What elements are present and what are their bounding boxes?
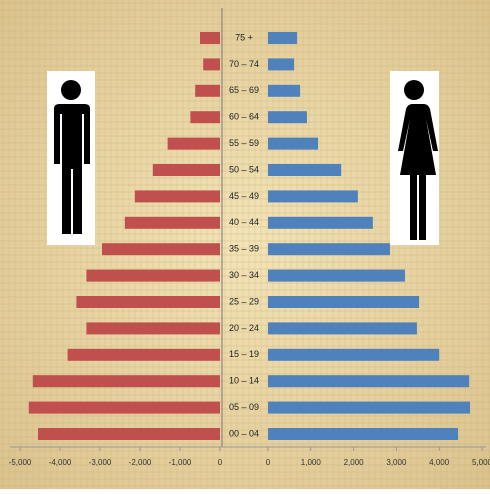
bar: [268, 269, 405, 282]
bar: [167, 137, 220, 150]
category-label: 30 – 34: [229, 270, 259, 280]
category-label: 55 – 59: [229, 138, 259, 148]
category-label: 05 – 09: [229, 402, 259, 412]
bar: [195, 84, 220, 97]
category-label: 60 – 64: [229, 112, 259, 122]
bar: [268, 190, 358, 203]
bar: [268, 375, 470, 388]
bar: [268, 32, 298, 44]
x-tick-label: -3,000: [89, 458, 112, 467]
x-tick-label: 4,000: [429, 458, 450, 467]
bar: [102, 243, 220, 256]
male-icon: [47, 71, 95, 245]
category-label: 10 – 14: [229, 376, 259, 386]
category-label: 65 – 69: [229, 85, 259, 95]
category-label: 70 – 74: [229, 59, 259, 69]
bar: [134, 190, 220, 203]
bar: [268, 296, 420, 308]
bar: [190, 111, 220, 124]
category-label: 15 – 19: [229, 349, 259, 359]
bar: [268, 243, 390, 256]
x-tick-label: 1,000: [301, 458, 322, 467]
category-label: 50 – 54: [229, 164, 259, 174]
category-label: 45 – 49: [229, 191, 259, 201]
bar: [38, 428, 220, 440]
category-label: 35 – 39: [229, 244, 259, 254]
x-tick-label: 3,000: [386, 458, 407, 467]
category-label: 25 – 29: [229, 296, 259, 306]
x-tick-label: -4,000: [49, 458, 72, 467]
bar: [86, 322, 221, 335]
x-tick-label: 0: [218, 458, 223, 467]
bar: [268, 322, 417, 335]
bar: [268, 401, 471, 414]
bar: [268, 216, 373, 229]
bar: [268, 164, 342, 176]
category-label: 40 – 44: [229, 217, 259, 227]
x-tick-label: -1,000: [169, 458, 192, 467]
category-label: 00 – 04: [229, 428, 259, 438]
bar: [268, 58, 295, 71]
bar: [203, 58, 220, 71]
bar: [67, 348, 220, 361]
bar: [124, 216, 220, 229]
x-tick-label: -5,000: [9, 458, 32, 467]
female-icon: [390, 71, 439, 245]
bar: [32, 375, 220, 388]
x-tick-label: 0: [266, 458, 271, 467]
bar: [200, 32, 220, 44]
bar: [268, 84, 301, 97]
bar: [268, 428, 459, 440]
x-tick-label: 2,000: [344, 458, 365, 467]
bar: [76, 296, 221, 308]
x-tick-label: 5,000: [472, 458, 490, 467]
bar: [28, 401, 220, 414]
bar: [268, 137, 319, 150]
bar: [268, 111, 307, 124]
category-label: 75 +: [235, 32, 253, 42]
bar: [152, 164, 220, 176]
x-tick-label: -2,000: [129, 458, 152, 467]
category-label: 20 – 24: [229, 323, 259, 333]
bar: [268, 348, 440, 361]
bar: [86, 269, 221, 282]
